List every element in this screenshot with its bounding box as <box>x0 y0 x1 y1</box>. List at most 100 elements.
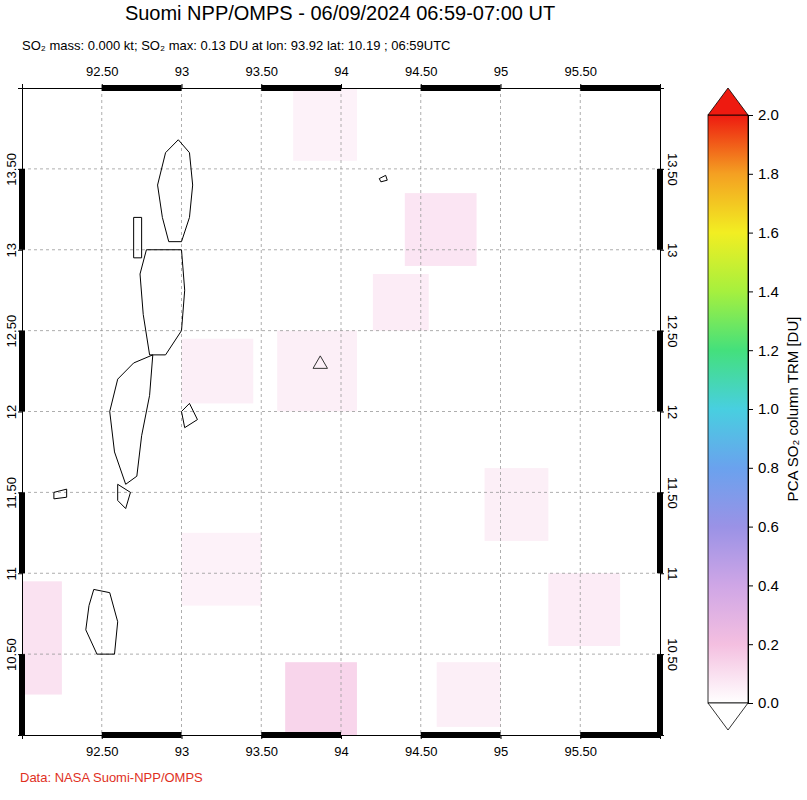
frame-bar <box>261 732 341 738</box>
grid-line <box>22 654 660 655</box>
tick-label: 1.0 <box>758 400 779 417</box>
tick-label: 94.50 <box>405 744 438 759</box>
tick: 93 <box>175 64 189 88</box>
tick-mark <box>748 703 753 704</box>
frame-bar <box>421 85 501 91</box>
tick-label: 10.50 <box>4 638 19 671</box>
so2-cell <box>485 468 549 541</box>
tick: 93 <box>175 735 189 759</box>
tick-label: 1.8 <box>758 165 779 182</box>
tick-mark <box>341 735 342 739</box>
tick-mark <box>18 412 22 413</box>
tick-mark <box>501 735 502 739</box>
colorbar <box>708 88 748 730</box>
tick-label: 13.50 <box>665 153 680 186</box>
tick: 95.50 <box>564 735 597 759</box>
subtitle: SO₂ mass: 0.000 kt; SO₂ max: 0.13 DU at … <box>22 38 450 53</box>
coastline <box>158 140 193 242</box>
tick-label: 93.50 <box>245 744 278 759</box>
tick-label: 0.8 <box>758 459 779 476</box>
tick: 0.0 <box>748 694 779 711</box>
tick-label: 11.50 <box>4 477 19 509</box>
coastline <box>140 250 185 355</box>
tick: 92.50 <box>86 64 119 88</box>
so2-cell <box>182 339 254 404</box>
axis: 92.50 93 93.50 94 94.50 95 95.50 <box>23 64 661 89</box>
frame-bar <box>580 85 660 91</box>
frame-bar <box>657 654 663 735</box>
colorbar-label: PCA SO₂ column TRM [DU] <box>784 317 801 502</box>
frame-bar <box>102 732 182 738</box>
coastline <box>118 484 131 508</box>
colorbar-extend-low <box>708 703 748 730</box>
tick-label: 95 <box>494 64 508 79</box>
so2-cell <box>293 88 357 161</box>
coastline <box>134 217 142 257</box>
tick: 95 <box>494 735 508 759</box>
tick-label: 12.50 <box>4 315 19 348</box>
frame-bar <box>657 331 663 412</box>
colorbar-ramp <box>708 115 748 703</box>
tick-label: 93.50 <box>245 64 278 79</box>
grid-line <box>22 168 660 169</box>
volcano <box>313 356 327 368</box>
frame-bar <box>102 85 182 91</box>
tick-label: 95.50 <box>564 744 597 759</box>
tick: 1.4 <box>748 283 779 300</box>
tick-label: 12 <box>665 405 680 419</box>
tick: 0.8 <box>748 459 779 476</box>
axis-line <box>749 116 754 704</box>
tick: 1.2 <box>748 342 779 359</box>
so2-cell <box>548 573 620 646</box>
tick: 95.50 <box>564 64 597 88</box>
tick-mark <box>18 573 22 574</box>
tick-label: 95 <box>494 744 508 759</box>
tick-mark <box>182 84 183 88</box>
so2-cell <box>22 581 62 694</box>
tick-label: 13 <box>665 243 680 257</box>
tick-mark <box>18 250 22 251</box>
tick: 0.4 <box>748 577 779 594</box>
tick-label: 94 <box>334 744 348 759</box>
tick-label: 11 <box>4 567 19 581</box>
tick: 1.0 <box>748 400 779 417</box>
so2-cell <box>437 662 501 727</box>
so2-cell <box>277 331 357 412</box>
tick: 94.50 <box>405 64 438 88</box>
tick-label: 1.4 <box>758 283 779 300</box>
tick-mark <box>748 115 753 116</box>
grid-line <box>22 573 660 574</box>
tick: 94 <box>334 64 348 88</box>
tick-label: 12.50 <box>665 315 680 348</box>
source: Data: NASA Suomi-NPP/OMPS <box>20 770 203 785</box>
tick-label: 11.50 <box>665 477 680 509</box>
tick: 94.50 <box>405 735 438 759</box>
tick: 93.50 <box>245 64 278 88</box>
frame-bars <box>19 85 663 738</box>
tick-mark <box>748 527 753 528</box>
tick-label: 1.6 <box>758 224 779 241</box>
tick-mark <box>660 573 664 574</box>
tick-label: 13.50 <box>4 153 19 186</box>
so2-cell <box>285 662 357 735</box>
tick-label: 12 <box>4 405 19 419</box>
tick-mark <box>748 233 753 234</box>
frame-bar <box>421 732 501 738</box>
tick-label: 94 <box>334 64 348 79</box>
tick-mark <box>501 84 502 88</box>
tick-label: 13 <box>4 243 19 257</box>
coastline <box>182 403 198 427</box>
tick-label: 2.0 <box>758 106 779 123</box>
tick: 0.2 <box>748 636 779 653</box>
coastline <box>86 589 118 654</box>
coastline <box>110 355 153 484</box>
grid-line <box>22 249 660 250</box>
tick-mark <box>748 585 753 586</box>
tick-mark <box>748 468 753 469</box>
tick-mark <box>748 644 753 645</box>
axis: 92.509393.509494.509595.50 <box>23 735 661 759</box>
tick: 0.6 <box>748 518 779 535</box>
tick-mark <box>748 409 753 410</box>
frame-bar <box>580 732 660 738</box>
coastline <box>379 175 387 181</box>
